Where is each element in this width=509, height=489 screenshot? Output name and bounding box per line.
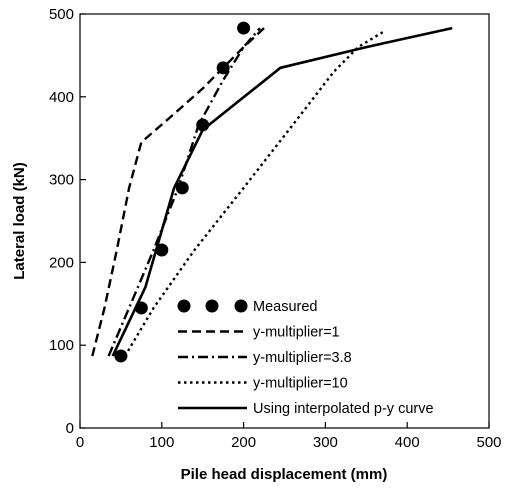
series-4: [111, 26, 453, 357]
series-1: [91, 27, 265, 357]
measured-point: [114, 349, 128, 363]
legend-item: y-multiplier=3.8: [178, 350, 352, 366]
y-tick-label: 100: [49, 337, 74, 354]
x-tick-label: 0: [76, 434, 84, 451]
series-layer: [91, 21, 453, 363]
series-line: [111, 26, 453, 357]
y-tick-label: 300: [49, 172, 74, 189]
legend-label: Measured: [253, 299, 317, 315]
legend-item: y-multiplier=10: [178, 376, 348, 392]
x-axis-label: Pile head displacement (mm): [181, 466, 388, 483]
legend-item: Using interpolated p-y curve: [178, 401, 434, 417]
y-tick-label: 400: [49, 89, 74, 106]
series-3: [123, 31, 384, 357]
y-tick-label: 500: [49, 6, 74, 23]
legend-label: Using interpolated p-y curve: [253, 401, 434, 417]
legend-label: y-multiplier=3.8: [253, 350, 352, 366]
legend: Measured y-multiplier=1 y-multiplier=3.8 y-…: [177, 299, 434, 417]
y-tick-label: 200: [49, 254, 74, 271]
series-line: [91, 27, 265, 357]
x-tick-label: 500: [476, 434, 501, 451]
legend-label: y-multiplier=10: [253, 376, 348, 392]
x-tick-label: 400: [395, 434, 420, 451]
x-ticks: 0 100 200 300 400 500: [76, 422, 502, 451]
x-tick-label: 100: [149, 434, 174, 451]
y-axis-label: Lateral load (kN): [11, 162, 28, 280]
legend-marker: [234, 299, 248, 313]
measured-point: [237, 21, 251, 35]
plot-frame: [79, 13, 490, 429]
legend-item: Measured: [177, 299, 317, 315]
y-tick-label: 0: [66, 420, 74, 437]
legend-label: y-multiplier=1: [253, 325, 340, 341]
legend-marker: [205, 299, 219, 313]
series-line: [123, 31, 384, 357]
measured-point: [155, 243, 169, 257]
legend-item: y-multiplier=1: [178, 325, 340, 341]
x-tick-label: 200: [231, 434, 256, 451]
x-tick-label: 300: [313, 434, 338, 451]
legend-marker: [177, 299, 191, 313]
y-ticks: 0 100 200 300 400 500: [49, 6, 86, 437]
